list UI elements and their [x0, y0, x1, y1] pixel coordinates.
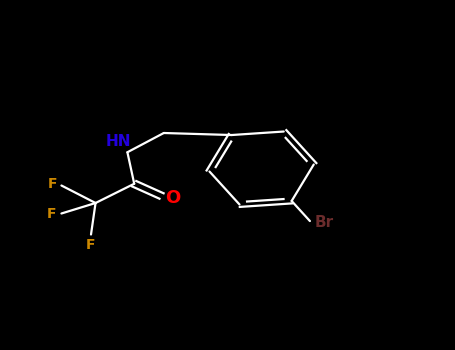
- Text: F: F: [47, 206, 56, 220]
- Text: HN: HN: [106, 134, 131, 149]
- Text: F: F: [86, 238, 96, 252]
- Text: O: O: [165, 189, 181, 207]
- Text: Br: Br: [315, 215, 334, 230]
- Text: F: F: [48, 177, 57, 191]
